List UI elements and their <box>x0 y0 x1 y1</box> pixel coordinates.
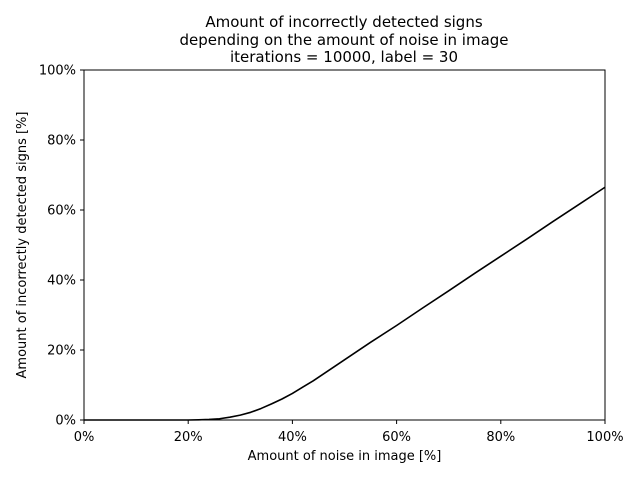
x-tick-label: 20% <box>174 430 203 445</box>
chart-title-line-3: iterations = 10000, label = 30 <box>230 48 458 66</box>
y-tick-label: 20% <box>47 344 76 359</box>
y-tick-label: 40% <box>47 274 76 289</box>
y-tick-label: 0% <box>55 414 76 429</box>
x-tick-label: 0% <box>74 430 95 445</box>
y-tick-label: 80% <box>47 134 76 149</box>
x-tick-label: 80% <box>486 430 515 445</box>
x-tick-label: 60% <box>382 430 411 445</box>
chart-title: Amount of incorrectly detected signs dep… <box>179 13 508 66</box>
x-tick-label: 100% <box>586 430 623 445</box>
chart-title-line-2: depending on the amount of noise in imag… <box>179 31 508 49</box>
x-tick-label: 40% <box>278 430 307 445</box>
x-axis-label: Amount of noise in image [%] <box>248 449 442 464</box>
y-axis-ticks: 0% 20% 40% 60% 80% 100% <box>39 64 84 429</box>
series-line <box>84 186 606 421</box>
chart-title-line-1: Amount of incorrectly detected signs <box>205 13 482 31</box>
y-tick-label: 100% <box>39 64 76 79</box>
plot-frame <box>83 69 606 421</box>
x-axis-ticks: 0% 20% 40% 60% 80% 100% <box>74 420 624 445</box>
y-axis-label: Amount of incorrectly detected signs [%] <box>15 112 30 379</box>
y-tick-label: 60% <box>47 204 76 219</box>
